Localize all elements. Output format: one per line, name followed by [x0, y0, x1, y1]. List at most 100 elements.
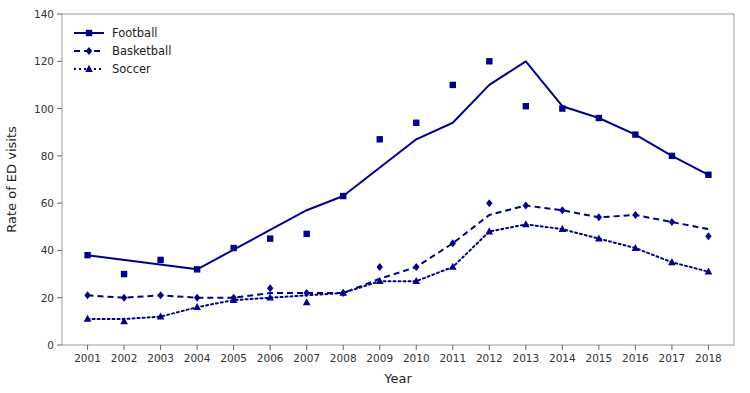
point	[595, 234, 603, 241]
point	[84, 291, 90, 299]
y-tick	[57, 14, 62, 15]
point	[485, 227, 493, 234]
point	[193, 303, 201, 310]
x-tick-label: 2009	[366, 352, 393, 364]
legend-marker	[86, 30, 92, 36]
x-tick-label: 2003	[147, 352, 174, 364]
point	[559, 225, 567, 232]
x-tick	[233, 345, 234, 350]
legend-label: Basketball	[112, 44, 172, 58]
point	[523, 202, 529, 210]
point	[84, 315, 92, 322]
point	[632, 211, 638, 219]
point	[267, 235, 273, 241]
y-tick-label: 120	[34, 55, 54, 67]
point	[84, 252, 90, 258]
x-tick-label: 2005	[220, 352, 247, 364]
point	[486, 199, 492, 207]
axes: 2001200220032004200520062007200820092010…	[34, 8, 734, 364]
y-tick-label: 100	[34, 103, 54, 115]
x-tick	[87, 345, 88, 350]
y-tick-label: 60	[41, 197, 54, 209]
x-tick	[562, 345, 563, 350]
y-tick	[57, 155, 62, 156]
point	[559, 105, 565, 111]
series-points	[84, 220, 713, 324]
series-line	[88, 61, 709, 269]
x-tick-label: 2016	[622, 352, 649, 364]
chart: 2001200220032004200520062007200820092010…	[0, 0, 750, 393]
point	[340, 289, 346, 297]
x-tick-label: 2014	[549, 352, 576, 364]
y-tick	[57, 297, 62, 298]
y-axis-label: Rate of ED visits	[4, 126, 19, 233]
point	[669, 153, 675, 159]
series-line	[88, 206, 709, 298]
y-tick-label: 80	[41, 150, 54, 162]
point	[157, 257, 163, 263]
point	[413, 263, 419, 271]
x-tick	[124, 345, 125, 350]
x-tick	[197, 345, 198, 350]
series-points	[84, 199, 711, 302]
point	[523, 103, 529, 109]
x-tick-label: 2011	[439, 352, 466, 364]
point	[559, 206, 565, 214]
x-tick	[671, 345, 672, 350]
point	[194, 266, 200, 272]
point	[412, 277, 420, 284]
x-tick	[598, 345, 599, 350]
x-tick-label: 2010	[403, 352, 430, 364]
legend: Football Basketball Soccer	[74, 26, 172, 76]
x-tick-label: 2018	[695, 352, 722, 364]
series-line	[88, 224, 709, 319]
y-tick	[57, 203, 62, 204]
point	[450, 239, 456, 247]
point	[450, 82, 456, 88]
x-axis-label: Year	[383, 371, 412, 386]
plot-frame	[62, 14, 734, 345]
x-tick-label: 2006	[257, 352, 284, 364]
legend-label: Soccer	[112, 62, 151, 76]
point	[121, 271, 127, 277]
y-tick-label: 20	[41, 292, 54, 304]
point	[632, 131, 638, 137]
x-tick-label: 2001	[74, 352, 101, 364]
point	[339, 289, 347, 296]
point	[705, 172, 711, 178]
point	[522, 220, 530, 227]
point	[449, 263, 457, 270]
x-tick	[270, 345, 271, 350]
x-tick-label: 2015	[586, 352, 613, 364]
point	[303, 231, 309, 237]
point	[340, 193, 346, 199]
x-tick	[343, 345, 344, 350]
legend-label: Football	[112, 26, 158, 40]
point	[486, 58, 492, 64]
point	[413, 120, 419, 126]
point	[121, 294, 127, 302]
point	[303, 298, 311, 305]
x-tick-label: 2002	[111, 352, 138, 364]
x-tick-label: 2013	[512, 352, 539, 364]
x-tick	[525, 345, 526, 350]
point	[157, 291, 163, 299]
point	[157, 312, 165, 319]
series-points	[84, 58, 711, 277]
plot-data	[84, 58, 713, 324]
point	[705, 268, 713, 275]
y-tick	[57, 61, 62, 62]
x-tick-label: 2007	[293, 352, 320, 364]
y-tick-label: 140	[34, 8, 54, 20]
x-tick	[306, 345, 307, 350]
point	[377, 263, 383, 271]
point	[377, 136, 383, 142]
point	[194, 294, 200, 302]
point	[669, 218, 675, 226]
point	[596, 115, 602, 121]
x-tick-label: 2004	[184, 352, 211, 364]
x-tick	[489, 345, 490, 350]
y-tick	[57, 345, 62, 346]
y-tick-label: 40	[41, 244, 54, 256]
x-tick	[708, 345, 709, 350]
